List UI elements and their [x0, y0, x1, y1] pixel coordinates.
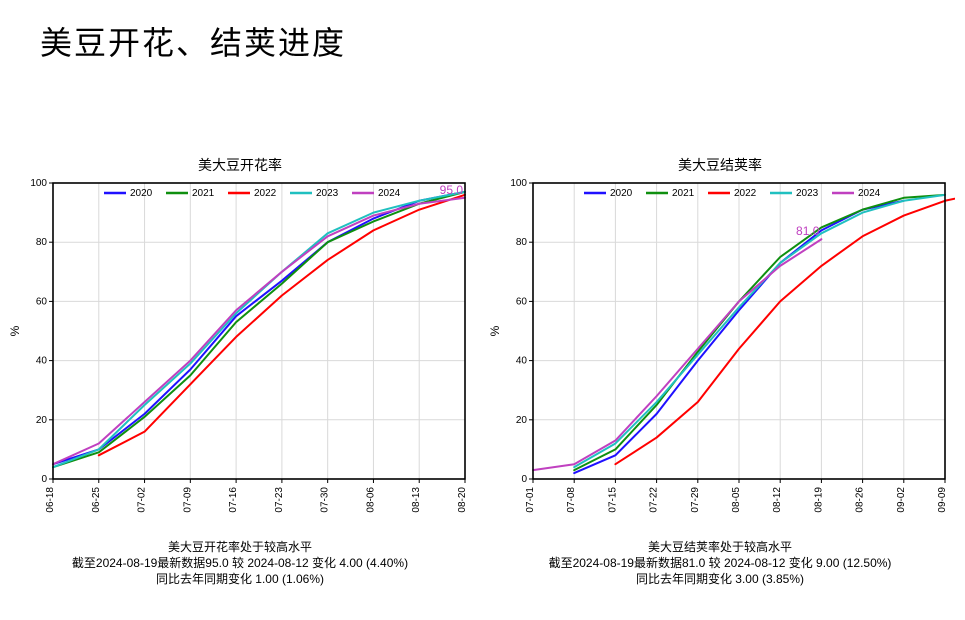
svg-text:60: 60 [36, 296, 48, 307]
chart-title-1: 美大豆结荚率 [678, 155, 762, 175]
svg-text:40: 40 [36, 356, 48, 367]
charts-row: 美大豆开花率 02040608010006-1806-2507-0207-090… [0, 155, 965, 588]
svg-text:2024: 2024 [378, 188, 401, 199]
svg-text:07-22: 07-22 [649, 487, 660, 513]
chart-left: 美大豆开花率 02040608010006-1806-2507-0207-090… [0, 155, 480, 588]
svg-text:95.0: 95.0 [440, 183, 464, 197]
svg-text:08-12: 08-12 [772, 487, 783, 513]
svg-text:08-20: 08-20 [457, 487, 468, 513]
svg-text:07-08: 07-08 [566, 487, 577, 513]
svg-text:08-05: 08-05 [731, 487, 742, 513]
svg-text:20: 20 [36, 415, 48, 426]
svg-text:08-19: 08-19 [813, 487, 824, 513]
svg-text:2023: 2023 [796, 188, 819, 199]
svg-text:08-26: 08-26 [855, 487, 866, 513]
svg-text:08-13: 08-13 [411, 487, 422, 513]
svg-text:0: 0 [521, 474, 527, 485]
svg-text:%: % [488, 325, 502, 336]
svg-text:07-01: 07-01 [525, 487, 536, 513]
svg-text:09-09: 09-09 [937, 487, 948, 513]
svg-text:20: 20 [516, 415, 528, 426]
svg-text:80: 80 [36, 237, 48, 248]
svg-text:100: 100 [30, 178, 47, 189]
svg-text:2022: 2022 [254, 188, 277, 199]
svg-text:08-06: 08-06 [365, 487, 376, 513]
svg-text:2023: 2023 [316, 188, 339, 199]
svg-text:100: 100 [510, 178, 527, 189]
svg-text:07-16: 07-16 [228, 487, 239, 513]
svg-text:07-02: 07-02 [137, 487, 148, 513]
svg-text:07-23: 07-23 [274, 487, 285, 513]
chart-caption-1: 美大豆结荚率处于较高水平 截至2024-08-19最新数据81.0 较 2024… [549, 539, 892, 588]
svg-text:0: 0 [41, 474, 47, 485]
svg-text:2020: 2020 [610, 188, 633, 199]
chart-right: 美大豆结荚率 02040608010007-0107-0807-1507-220… [480, 155, 960, 588]
chart-svg-0: 0 20 40 60 80 100 06-18 06-25 07-02 07-09 07-16 07-… [5, 177, 475, 537]
svg-text:2021: 2021 [192, 188, 215, 199]
svg-text:07-09: 07-09 [182, 487, 193, 513]
svg-text:60: 60 [516, 296, 528, 307]
svg-text:07-29: 07-29 [690, 487, 701, 513]
svg-text:40: 40 [516, 356, 528, 367]
svg-text:%: % [8, 325, 22, 336]
svg-text:2022: 2022 [734, 188, 757, 199]
svg-text:80: 80 [516, 237, 528, 248]
svg-text:2020: 2020 [130, 188, 153, 199]
svg-text:06-25: 06-25 [91, 487, 102, 513]
chart-title-0: 美大豆开花率 [198, 155, 282, 175]
svg-text:2021: 2021 [672, 188, 695, 199]
chart-caption-0: 美大豆开花率处于较高水平 截至2024-08-19最新数据95.0 较 2024… [72, 539, 408, 588]
svg-text:07-30: 07-30 [320, 487, 331, 513]
chart-svg-1: 0 20 40 60 80 100 07-01 07-08 07-15 07-22 07-29 08-… [485, 177, 955, 537]
svg-text:06-18: 06-18 [45, 487, 56, 513]
svg-text:07-15: 07-15 [607, 487, 618, 513]
svg-text:2024: 2024 [858, 188, 881, 199]
svg-text:81.0: 81.0 [796, 224, 820, 238]
page-title: 美豆开花、结荚进度 [40, 18, 346, 64]
svg-text:09-02: 09-02 [896, 487, 907, 513]
